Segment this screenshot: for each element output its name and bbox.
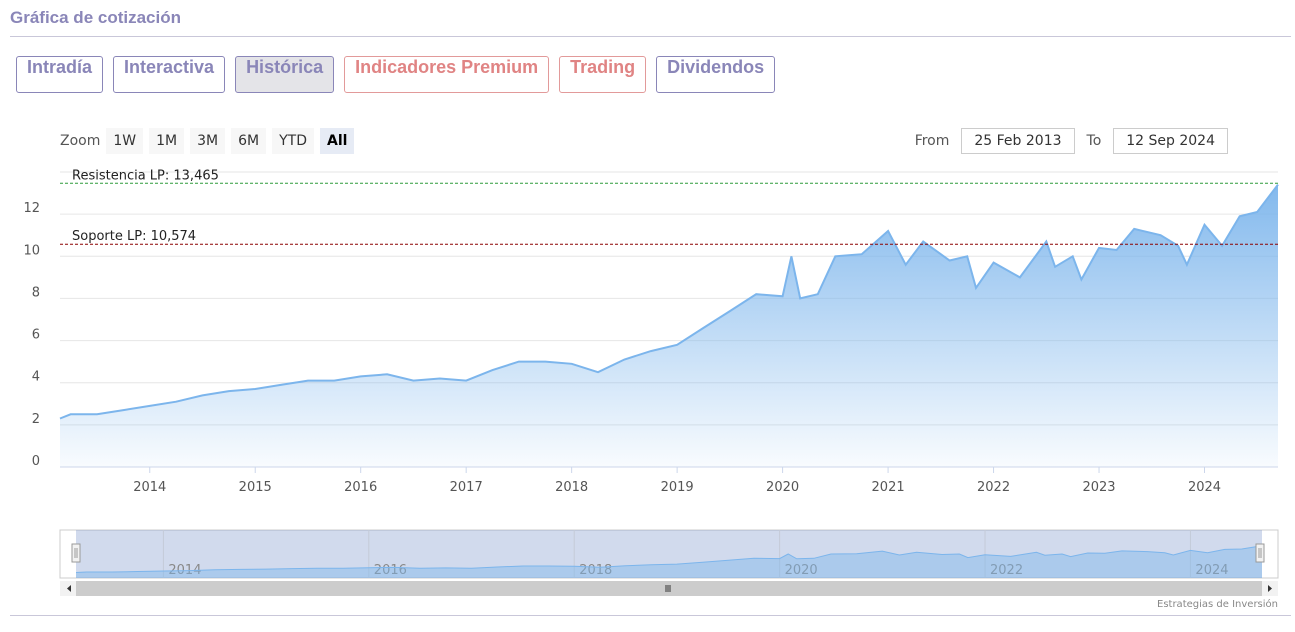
navigator bbox=[59, 529, 1279, 579]
y-tick-label: 10 bbox=[23, 243, 40, 258]
zoom-ytd-button[interactable]: YTD bbox=[272, 128, 314, 154]
x-tick-label: 2024 bbox=[1188, 480, 1221, 495]
navigator-tick-label: 2020 bbox=[785, 563, 818, 578]
to-label: To bbox=[1086, 133, 1102, 149]
x-tick-label: 2023 bbox=[1082, 480, 1115, 495]
navigator-tick-label: 2024 bbox=[1195, 563, 1228, 578]
navigator-line bbox=[75, 545, 1263, 573]
resistance-label: Resistencia LP: 13,465 bbox=[72, 168, 219, 183]
price-area bbox=[60, 184, 1278, 467]
scroll-left-arrow-icon[interactable] bbox=[67, 585, 71, 592]
navigator-tick-label: 2016 bbox=[374, 563, 407, 578]
x-tick-label: 2014 bbox=[133, 480, 166, 495]
zoom-1w-button[interactable]: 1W bbox=[106, 128, 144, 154]
page-title: Gráfica de cotización bbox=[10, 8, 181, 27]
tab-intradia[interactable]: Intradía bbox=[16, 56, 104, 93]
tab-indicadores-premium[interactable]: Indicadores Premium bbox=[344, 56, 550, 93]
y-tick-label: 6 bbox=[32, 328, 40, 343]
chart-type-tabs: Intradía Interactiva Histórica Indicador… bbox=[16, 56, 776, 93]
x-tick-label: 2017 bbox=[450, 480, 483, 495]
zoom-3m-button[interactable]: 3M bbox=[190, 128, 226, 154]
zoom-6m-button[interactable]: 6M bbox=[231, 128, 267, 154]
y-tick-label: 2 bbox=[32, 412, 40, 427]
navigator-area bbox=[76, 545, 1262, 578]
y-tick-label: 0 bbox=[32, 454, 40, 469]
y-tick-label: 12 bbox=[23, 201, 40, 216]
from-date-input[interactable]: 25 Feb 2013 bbox=[961, 128, 1075, 154]
tab-historica[interactable]: Histórica bbox=[235, 56, 335, 93]
x-tick-label: 2016 bbox=[344, 480, 377, 495]
tab-trading[interactable]: Trading bbox=[559, 56, 647, 93]
x-tick-label: 2022 bbox=[977, 480, 1010, 495]
navigator-selection bbox=[76, 530, 1262, 578]
support-label: Soporte LP: 10,574 bbox=[72, 229, 196, 244]
zoom-selector: Zoom 1W 1M 3M 6M YTD All bbox=[60, 128, 355, 154]
divider bbox=[10, 36, 1291, 37]
credits: Estrategias de Inversión bbox=[1157, 599, 1278, 610]
divider bbox=[10, 615, 1291, 616]
y-tick-label: 4 bbox=[32, 370, 40, 385]
zoom-1m-button[interactable]: 1M bbox=[149, 128, 185, 154]
handle-grip-icon bbox=[1255, 543, 1265, 563]
to-date-input[interactable]: 12 Sep 2024 bbox=[1113, 128, 1228, 154]
x-tick-label: 2021 bbox=[872, 480, 905, 495]
handle-grip-icon bbox=[71, 543, 81, 563]
scroll-right-arrow-icon[interactable] bbox=[1268, 585, 1272, 592]
scrollbar-thumb[interactable] bbox=[76, 581, 1262, 596]
tab-interactiva[interactable]: Interactiva bbox=[113, 56, 226, 93]
zoom-label: Zoom bbox=[60, 133, 101, 149]
from-label: From bbox=[914, 133, 950, 149]
navigator-tick-label: 2022 bbox=[990, 563, 1023, 578]
x-tick-label: 2015 bbox=[239, 480, 272, 495]
x-tick-label: 2018 bbox=[555, 480, 588, 495]
date-range: From 25 Feb 2013 To 12 Sep 2024 bbox=[915, 128, 1228, 154]
navigator-handle-left[interactable] bbox=[71, 543, 81, 563]
x-tick-label: 2020 bbox=[766, 480, 799, 495]
navigator-handle-right[interactable] bbox=[1255, 543, 1265, 563]
tab-dividendos[interactable]: Dividendos bbox=[656, 56, 776, 93]
x-tick-label: 2019 bbox=[661, 480, 694, 495]
zoom-all-button[interactable]: All bbox=[320, 128, 355, 154]
y-tick-label: 8 bbox=[32, 285, 40, 300]
